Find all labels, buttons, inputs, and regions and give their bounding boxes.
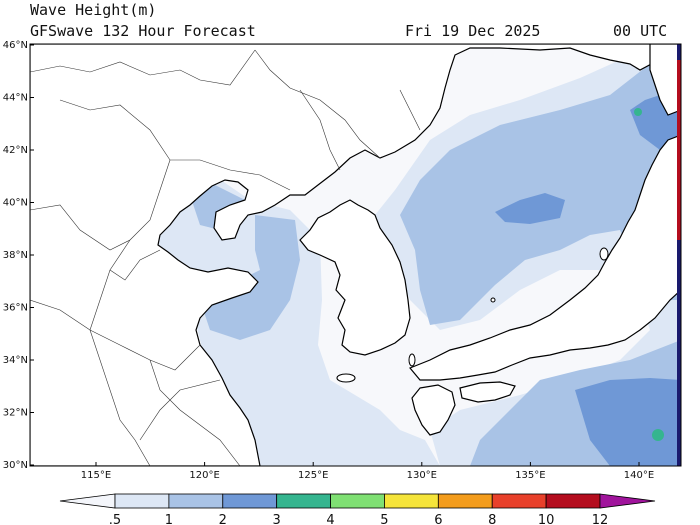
- land-tsushima: [408, 353, 416, 367]
- colorbar-segment: [491, 493, 547, 509]
- colorbar-segment: [384, 493, 439, 509]
- land-hokkaido: [649, 44, 681, 116]
- land-sado: [599, 247, 609, 261]
- lat-label: 32°N: [3, 408, 28, 419]
- lon-label: 120°E: [189, 470, 219, 481]
- longitude-labels: 115°E 120°E 125°E 130°E 135°E 140°E: [81, 462, 654, 481]
- chart-title: Wave Height(m): [30, 1, 157, 19]
- colorbar-segment: [222, 493, 278, 509]
- colorbar-label: 5: [380, 513, 388, 525]
- colorbar-min-arrow: [59, 493, 116, 509]
- lat-label: 30°N: [3, 460, 28, 471]
- lon-label: 115°E: [81, 470, 111, 481]
- colorbar-label: 10: [538, 513, 555, 525]
- colorbar-segment: [276, 493, 331, 509]
- land-shikoku: [459, 381, 516, 403]
- land-jeju-island: [336, 373, 356, 383]
- lat-label: 36°N: [3, 303, 28, 314]
- wave-zone-3-to-4-spot-north: [634, 108, 642, 116]
- domain-edge-bar-red: [677, 60, 681, 240]
- colorbar-label: .5: [109, 513, 121, 525]
- latitude-labels: 46°N 44°N 42°N 40°N 38°N 36°N 34°N 32°N 30°N: [3, 40, 34, 471]
- colorbar-max-arrow: [599, 493, 656, 509]
- colorbar-segment: [114, 493, 170, 509]
- colorbar-label: 2: [219, 513, 227, 525]
- land-ulleung: [490, 297, 496, 303]
- colorbar-label: 3: [273, 513, 281, 525]
- colorbar-label: 1: [165, 513, 173, 525]
- domain-edge-bar: [677, 44, 681, 466]
- lat-label: 34°N: [3, 355, 28, 366]
- colorbar-segment: [330, 493, 385, 509]
- lon-label: 130°E: [407, 470, 437, 481]
- lat-label: 44°N: [3, 93, 28, 104]
- colorbar-label: 12: [592, 513, 609, 525]
- wave-zone-2-to-3-pacific: [575, 378, 681, 466]
- colorbar-label: 6: [434, 513, 442, 525]
- land-kyushu: [411, 384, 456, 436]
- lon-label: 125°E: [298, 470, 328, 481]
- wave-zone-2-to-3-japan-sea: [495, 193, 565, 224]
- lat-label: 40°N: [3, 198, 28, 209]
- land-korean-peninsula: [299, 199, 411, 356]
- lat-label: 38°N: [3, 250, 28, 261]
- colorbar-segment: [545, 493, 601, 509]
- colorbar-label: 4: [326, 513, 334, 525]
- colorbar-segment: [168, 493, 224, 509]
- land-mainland-asia: [30, 44, 681, 466]
- lon-label: 135°E: [515, 470, 545, 481]
- land-honshu: [409, 134, 681, 381]
- wave-zone-3-to-4-spot: [652, 429, 664, 441]
- forecast-date: Fri 19 Dec 2025: [405, 22, 541, 40]
- lat-label: 42°N: [3, 145, 28, 156]
- colorbar: .5 1 2 3 4 5 6 8 10 12: [59, 493, 656, 525]
- internal-boundaries: [30, 49, 421, 466]
- forecast-hour: 00 UTC: [613, 22, 668, 40]
- forecast-model-label: GFSwave 132 Hour Forecast: [30, 22, 256, 40]
- colorbar-segment: [437, 493, 493, 509]
- lat-label: 46°N: [3, 40, 28, 51]
- lon-label: 140°E: [624, 470, 654, 481]
- wave-zone-1-to-2-japan-sea: [400, 50, 681, 325]
- colorbar-label: 8: [488, 513, 496, 525]
